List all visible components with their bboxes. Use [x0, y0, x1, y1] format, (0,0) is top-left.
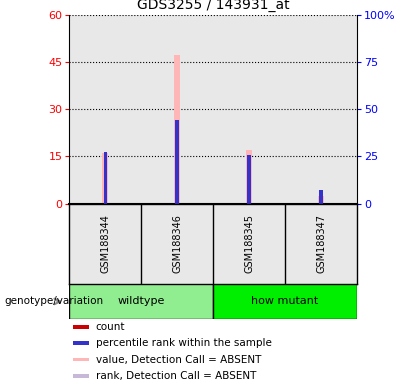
- Text: GSM188345: GSM188345: [244, 214, 254, 273]
- Bar: [176, 121, 179, 204]
- Bar: [213, 284, 357, 319]
- Text: genotype/variation: genotype/variation: [4, 296, 103, 306]
- Text: count: count: [96, 322, 125, 332]
- Bar: [73, 341, 89, 345]
- Bar: [73, 325, 89, 329]
- Bar: [73, 374, 89, 378]
- Bar: [104, 152, 107, 204]
- Bar: [176, 121, 179, 204]
- Bar: [104, 152, 107, 204]
- Title: GDS3255 / 143931_at: GDS3255 / 143931_at: [137, 0, 289, 12]
- Text: GSM188346: GSM188346: [172, 214, 182, 273]
- Bar: [318, 196, 324, 204]
- Bar: [102, 153, 108, 204]
- Text: GSM188347: GSM188347: [316, 214, 326, 273]
- Bar: [247, 155, 251, 204]
- Bar: [73, 358, 89, 361]
- Text: how mutant: how mutant: [252, 296, 319, 306]
- Text: wildtype: wildtype: [118, 296, 165, 306]
- Bar: [246, 150, 252, 204]
- Text: rank, Detection Call = ABSENT: rank, Detection Call = ABSENT: [96, 371, 256, 381]
- Text: percentile rank within the sample: percentile rank within the sample: [96, 338, 271, 348]
- Bar: [319, 190, 323, 204]
- Bar: [174, 55, 180, 204]
- Text: value, Detection Call = ABSENT: value, Detection Call = ABSENT: [96, 354, 261, 364]
- Text: GSM188344: GSM188344: [100, 214, 110, 273]
- Bar: [247, 155, 251, 204]
- Bar: [69, 284, 213, 319]
- Bar: [319, 190, 323, 204]
